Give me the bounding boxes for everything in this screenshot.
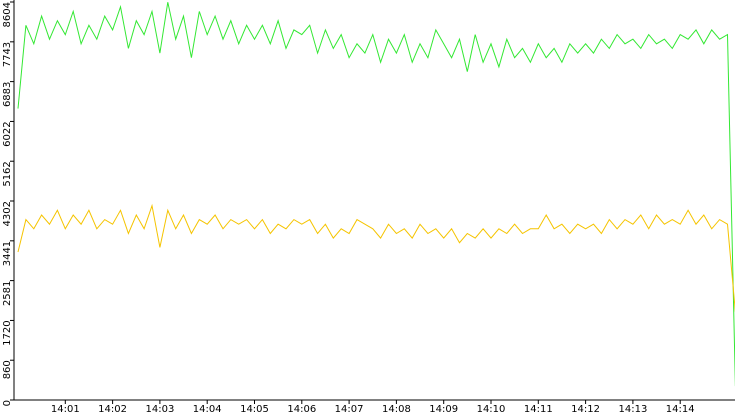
y-tick-label: 3441 xyxy=(2,241,13,266)
x-tick-label: 14:04 xyxy=(193,404,222,415)
x-tick-label: 14:01 xyxy=(51,404,80,415)
series-line xyxy=(17,203,735,313)
x-tick-label: 14:14 xyxy=(666,404,695,415)
x-tick-label: 14:09 xyxy=(429,404,458,415)
x-tick-label: 14:05 xyxy=(240,404,269,415)
y-tick-label: 6883 xyxy=(2,82,13,107)
y-tick-label: 5162 xyxy=(2,161,13,186)
y-tick-label: 4302 xyxy=(2,201,13,226)
x-tick-label: 14:07 xyxy=(335,404,364,415)
x-tick-label: 14:06 xyxy=(287,404,316,415)
y-tick-label: 6022 xyxy=(2,121,13,146)
y-tick-label: 0 xyxy=(2,400,13,406)
series-line xyxy=(17,2,735,387)
x-tick-label: 14:12 xyxy=(571,404,600,415)
x-tick-label: 14:08 xyxy=(382,404,411,415)
x-tick-label: 14:03 xyxy=(145,404,174,415)
y-tick-label: 2581 xyxy=(2,281,13,306)
x-tick-label: 14:10 xyxy=(477,404,506,415)
y-tick-label: 7743 xyxy=(2,42,13,67)
y-tick-label: 1720 xyxy=(2,320,13,345)
y-tick-label: 860 xyxy=(2,360,13,379)
x-tick-label: 14:11 xyxy=(524,404,553,415)
y-tick-label: 8604 xyxy=(2,2,13,27)
x-tick-label: 14:13 xyxy=(618,404,647,415)
x-tick-label: 14:02 xyxy=(98,404,127,415)
